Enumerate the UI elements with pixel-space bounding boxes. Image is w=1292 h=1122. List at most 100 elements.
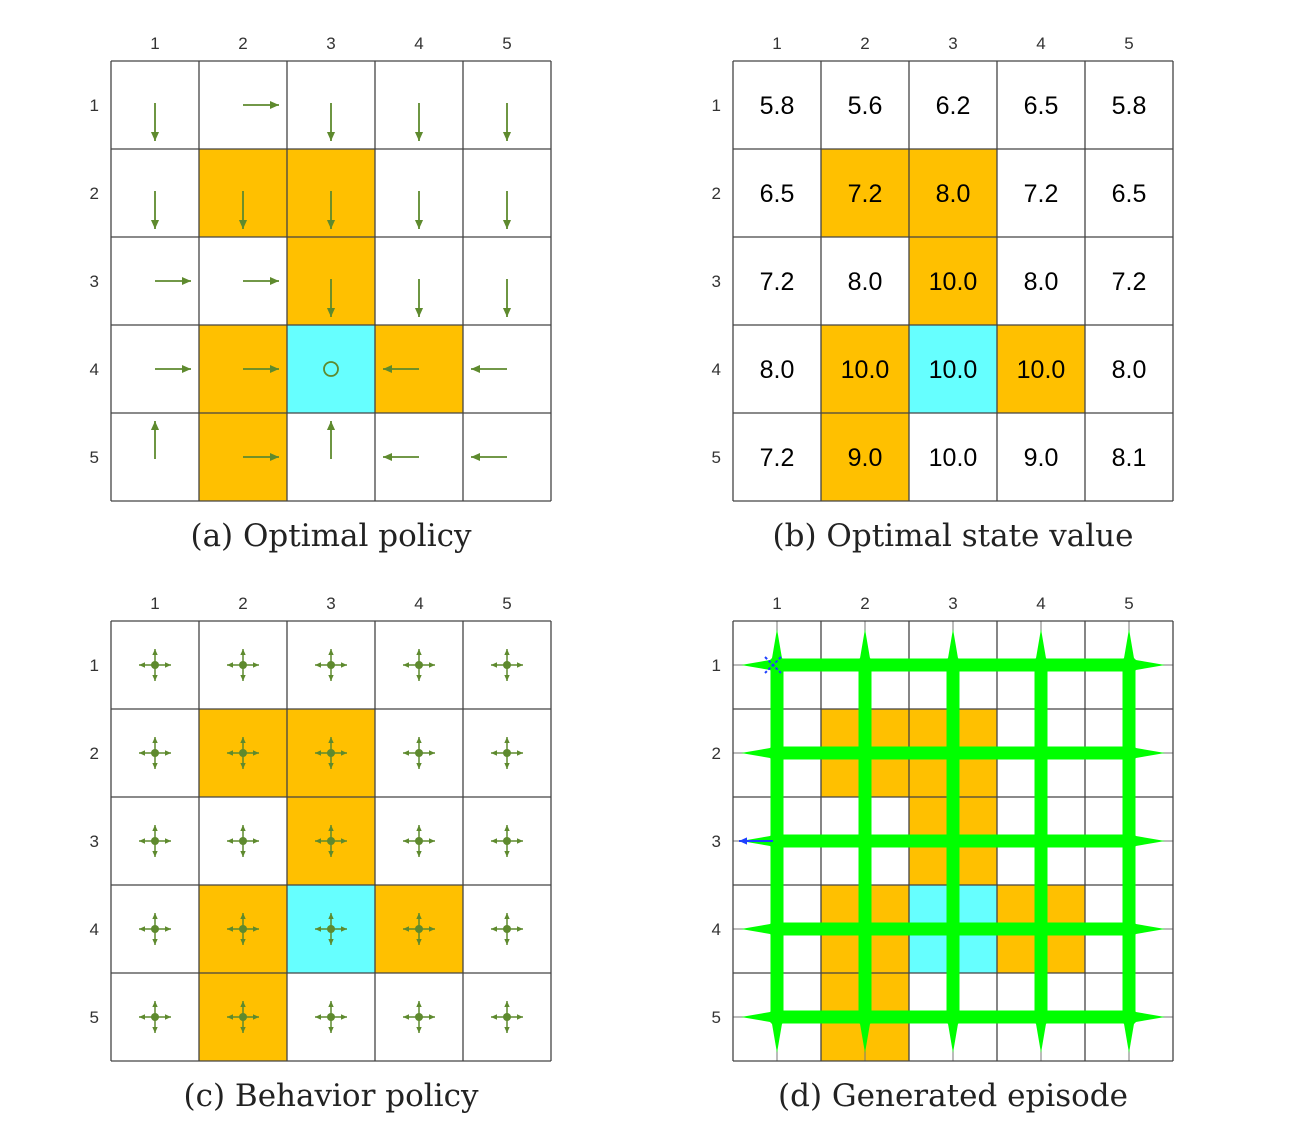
uniform-policy-4-1 [139, 913, 171, 945]
row-label-d-4: 4 [712, 920, 721, 939]
col-label-b-3: 3 [948, 34, 957, 53]
row-label-d-5: 5 [712, 1008, 721, 1027]
row-label-d-1: 1 [712, 656, 721, 675]
policy-arrow-2-5-head [502, 220, 512, 229]
uniform-up-head [416, 825, 422, 831]
uniform-stay [503, 837, 511, 845]
uniform-left-head [491, 662, 497, 668]
uniform-left-head [403, 662, 409, 668]
uniform-down-head [504, 939, 510, 945]
uniform-policy-3-3 [315, 825, 347, 857]
episode-node-2-1 [765, 741, 789, 765]
row-label-c-2: 2 [90, 744, 99, 763]
policy-arrow-3-5 [502, 279, 512, 317]
uniform-up-head [152, 913, 158, 919]
state-value-1-1: 5.8 [760, 92, 795, 120]
row-label-a-3: 3 [90, 272, 99, 291]
episode-node-5-4 [1029, 1005, 1053, 1029]
episode-node-4-1 [765, 917, 789, 941]
state-value-1-3: 6.2 [936, 92, 971, 120]
uniform-stay [503, 749, 511, 757]
uniform-right-head [253, 662, 259, 668]
policy-arrow-1-3 [326, 103, 336, 141]
panel-b: 1 2 3 4 5 1 2 3 4 5 5.8 5.6 6.2 6.5 5.8 6.5 7.2 8.0 7.2 6.5… [712, 34, 1174, 554]
uniform-left-head [403, 838, 409, 844]
uniform-stay [151, 1013, 159, 1021]
uniform-stay [327, 661, 335, 669]
policy-arrow-5-2-head [270, 452, 279, 462]
policy-arrow-1-2 [243, 100, 279, 110]
episode-node-4-5 [1117, 917, 1141, 941]
episode-node-1-1 [765, 653, 789, 677]
uniform-policy-1-4 [403, 649, 435, 681]
policy-arrow-5-1-head [150, 421, 160, 430]
row-label-a-2: 2 [90, 184, 99, 203]
col-label-d-1: 1 [772, 594, 781, 613]
policy-arrow-2-3-head [326, 220, 336, 229]
state-value-2-4: 7.2 [1024, 180, 1059, 208]
uniform-right-head [429, 1014, 435, 1020]
uniform-up-head [328, 737, 334, 743]
uniform-right-head [341, 1014, 347, 1020]
uniform-up-head [240, 649, 246, 655]
uniform-right-head [517, 1014, 523, 1020]
uniform-stay [503, 661, 511, 669]
uniform-up-head [328, 913, 334, 919]
uniform-up-head [152, 649, 158, 655]
col-label-c-3: 3 [326, 594, 335, 613]
uniform-up-head [504, 825, 510, 831]
policy-arrow-4-4 [383, 364, 419, 374]
state-value-2-1: 6.5 [760, 180, 795, 208]
uniform-policy-2-5 [491, 737, 523, 769]
panel-a: 1 2 3 4 5 1 2 3 4 5 (a) Optimal policy [90, 34, 552, 554]
state-value-4-1: 8.0 [760, 356, 795, 384]
cell-b-5-2 [821, 413, 909, 501]
uniform-up-head [240, 913, 246, 919]
cell-b-4-4 [997, 325, 1085, 413]
uniform-right-head [341, 662, 347, 668]
uniform-down-head [416, 939, 422, 945]
uniform-up-head [416, 737, 422, 743]
uniform-left-head [139, 662, 145, 668]
uniform-stay [415, 925, 423, 933]
row-label-c-3: 3 [90, 832, 99, 851]
policy-arrow-1-5-head [502, 132, 512, 141]
policy-arrow-2-5 [502, 191, 512, 229]
uniform-policy-3-4 [403, 825, 435, 857]
uniform-policy-3-1 [139, 825, 171, 857]
uniform-policy-3-2 [227, 825, 259, 857]
row-label-d-3: 3 [712, 832, 721, 851]
uniform-down-head [328, 939, 334, 945]
episode-node-1-4 [1029, 653, 1053, 677]
uniform-left-head [139, 838, 145, 844]
episode-node-4-3 [941, 917, 965, 941]
uniform-left-head [315, 662, 321, 668]
state-value-3-4: 8.0 [1024, 268, 1059, 296]
state-value-2-2: 7.2 [848, 180, 883, 208]
cell-b-1-4 [997, 61, 1085, 149]
episode-node-5-2 [853, 1005, 877, 1029]
uniform-policy-2-2 [227, 737, 259, 769]
row-label-a-5: 5 [90, 448, 99, 467]
uniform-up-head [328, 825, 334, 831]
uniform-left-head [227, 750, 233, 756]
row-label-b-4: 4 [712, 360, 721, 379]
policy-arrow-2-2 [238, 191, 248, 229]
uniform-stay [327, 925, 335, 933]
uniform-right-head [165, 662, 171, 668]
uniform-left-head [315, 926, 321, 932]
policy-arrow-5-2 [243, 452, 279, 462]
uniform-up-head [152, 825, 158, 831]
uniform-left-head [315, 750, 321, 756]
policy-arrow-4-1-head [182, 364, 191, 374]
row-label-b-2: 2 [712, 184, 721, 203]
uniform-up-head [416, 649, 422, 655]
uniform-up-head [152, 1001, 158, 1007]
policy-arrow-1-1-head [150, 132, 160, 141]
row-label-c-1: 1 [90, 656, 99, 675]
uniform-policy-2-1 [139, 737, 171, 769]
uniform-stay [151, 837, 159, 845]
cell-b-4-5 [1085, 325, 1173, 413]
cell-b-3-4 [997, 237, 1085, 325]
state-value-3-2: 8.0 [848, 268, 883, 296]
